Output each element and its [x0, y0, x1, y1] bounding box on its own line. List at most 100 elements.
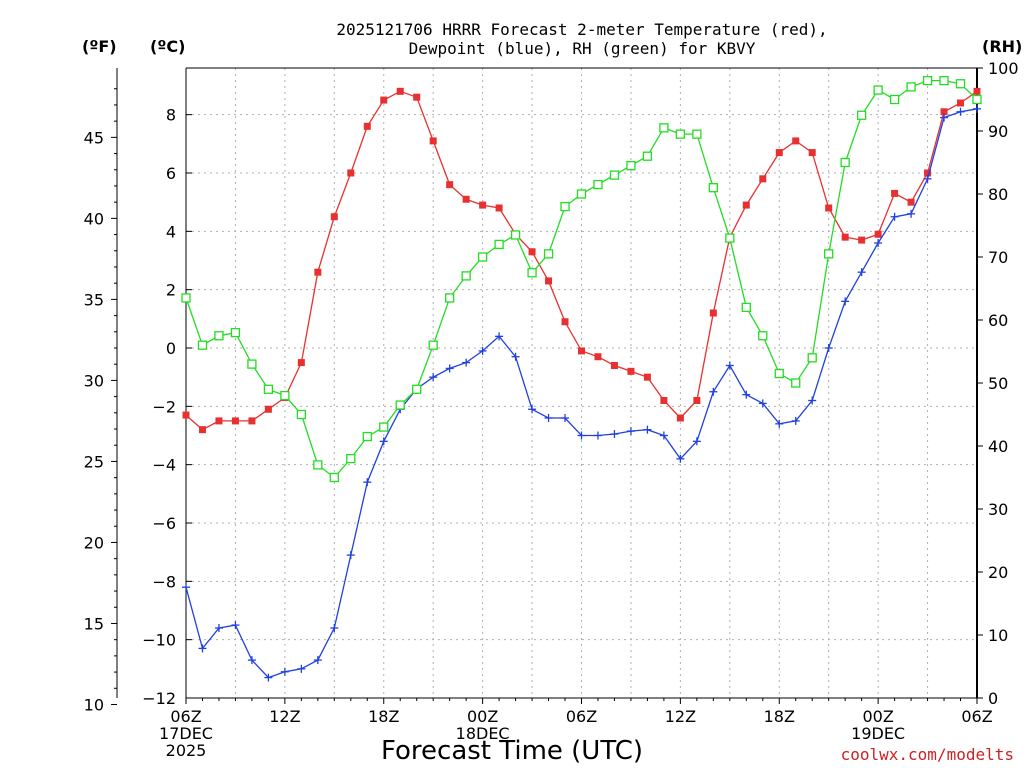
fahrenheit-tick-label: 25	[84, 452, 104, 471]
rh-point	[510, 230, 521, 240]
rh-point	[445, 293, 455, 303]
rh-point	[247, 359, 257, 369]
rh-tick-label: 80	[988, 185, 1008, 204]
2-meter-temperature-point	[231, 417, 239, 425]
fahrenheit-tick-label: 15	[84, 614, 104, 633]
celsius-tick-label: −6	[152, 514, 176, 533]
rh-tick-label: 0	[988, 689, 998, 708]
2-meter-temperature-point	[495, 204, 503, 212]
rh-point	[642, 151, 653, 161]
dewpoint-point	[940, 113, 949, 122]
rh-point	[181, 293, 191, 303]
2-meter-temperature-point	[578, 347, 585, 355]
rh-point	[527, 268, 537, 278]
2-meter-temperature-point	[380, 96, 388, 104]
dewpoint-point	[659, 431, 668, 440]
dewpoint-point	[330, 624, 339, 632]
rh-point	[313, 460, 323, 470]
dewpoint-point	[907, 209, 916, 218]
rh-point	[708, 183, 718, 193]
2-meter-temperature-point	[330, 213, 338, 221]
time-tick-label: 06Z	[170, 707, 201, 726]
rh-axis: 0 10 20 30 40 50 60 70 80 90 100	[977, 59, 1019, 708]
fahrenheit-tick-label: 10	[84, 695, 104, 714]
dewpoint-point	[973, 104, 981, 113]
rh-tick-label: 100	[988, 59, 1019, 78]
rh-point	[626, 160, 636, 171]
2-meter-temperature-point	[742, 201, 750, 209]
dewpoint-point	[775, 419, 784, 428]
rh-point	[873, 85, 883, 95]
rh-point	[741, 302, 751, 313]
celsius-tick-label: −2	[152, 397, 176, 416]
dewpoint-point	[528, 405, 537, 414]
dewpoint-point	[791, 416, 800, 425]
2-meter-temperature-point	[957, 99, 965, 107]
dewpoint-point	[363, 478, 372, 487]
rh-point	[395, 400, 405, 410]
rh-point	[906, 82, 916, 92]
dewpoint-point	[280, 667, 289, 676]
dewpoint-point	[643, 425, 652, 434]
celsius-tick-label: 4	[166, 222, 176, 241]
rh-point	[659, 123, 669, 133]
dewpoint-point	[808, 396, 817, 405]
2-meter-temperature-point	[347, 169, 355, 177]
2-meter-temperature-point	[858, 236, 866, 244]
dewpoint-point	[725, 361, 734, 370]
dewpoint-point	[577, 431, 586, 440]
time-tick-label: 12Z	[269, 707, 300, 726]
rh-point	[609, 170, 620, 180]
rh-point	[593, 179, 603, 190]
2-meter-temperature-point	[907, 198, 915, 206]
2-meter-temperature-point	[429, 137, 437, 145]
2-meter-temperature-point	[264, 405, 272, 413]
2-meter-temperature-point	[891, 189, 899, 197]
2-meter-temperature-point	[924, 169, 932, 177]
rh-tick-label: 20	[988, 563, 1008, 582]
time-tick-label: 18DEC	[456, 724, 510, 743]
dewpoint-point	[214, 624, 223, 632]
time-tick-label: 18Z	[764, 707, 795, 726]
time-tick-label: 18Z	[368, 707, 399, 726]
fahrenheit-axis: 10 15 20 25 30 35 40 45	[84, 88, 117, 714]
celsius-tick-label: 0	[166, 339, 176, 358]
time-tick-label: 19DEC	[851, 724, 905, 743]
rh-point	[494, 239, 504, 250]
time-tick-label: 06Z	[566, 707, 597, 726]
rh-point	[197, 340, 208, 350]
rh-point	[675, 129, 686, 139]
dewpoint-point	[495, 332, 504, 341]
chart-title-line-2: Dewpoint (blue), RH (green) for KBVY	[409, 39, 756, 58]
2-meter-temperature-point	[841, 233, 849, 241]
celsius-tick-label: −4	[152, 456, 176, 475]
2-meter-temperature-point	[594, 353, 602, 361]
rh-point	[543, 249, 554, 259]
rh-point	[280, 390, 290, 401]
dewpoint-point	[544, 414, 553, 422]
dewpoint-point	[231, 621, 240, 630]
fahrenheit-tick-label: 45	[84, 128, 104, 147]
dewpoint-point	[264, 673, 273, 682]
dewpoint-point	[462, 358, 471, 367]
2-meter-temperature-point	[874, 230, 882, 238]
2-meter-temperature-point	[561, 318, 569, 326]
2-meter-temperature-point	[676, 414, 684, 422]
rh-tick-label: 10	[988, 626, 1008, 645]
dewpoint-point	[890, 212, 899, 221]
x-axis-title: Forecast Time (UTC)	[381, 736, 643, 766]
2-meter-temperature-point	[693, 397, 701, 404]
rh-point	[791, 378, 801, 388]
fahrenheit-tick-label: 20	[84, 533, 104, 552]
dewpoint-point	[709, 387, 718, 396]
celsius-tick-label: −12	[142, 689, 176, 708]
rh-point	[840, 157, 850, 168]
rh-tick-label: 30	[988, 500, 1008, 519]
dewpoint-point	[379, 437, 388, 446]
rh-point	[576, 189, 587, 199]
rh-point	[477, 252, 488, 262]
dewpoint-point	[874, 239, 883, 247]
rh-point	[692, 129, 702, 139]
